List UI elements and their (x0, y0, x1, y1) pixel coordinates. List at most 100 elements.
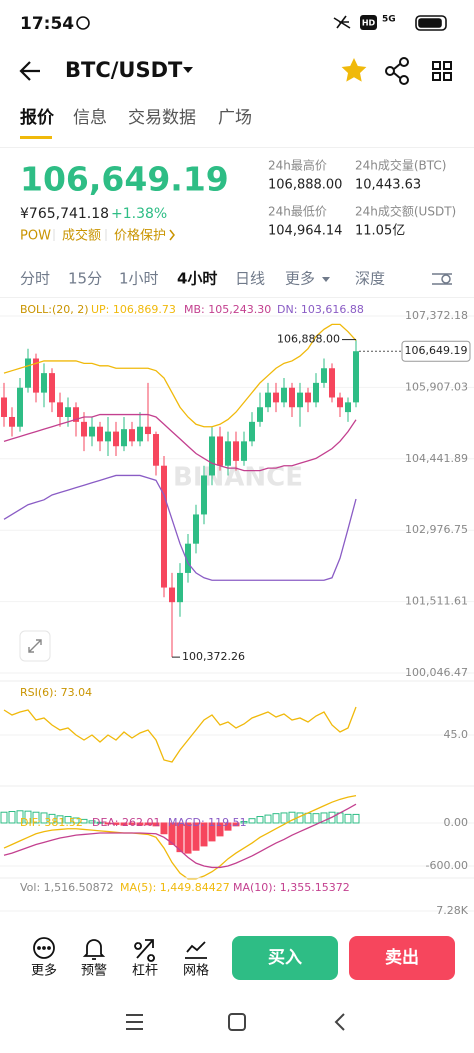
more-icon[interactable] (33, 937, 55, 959)
back-button[interactable] (19, 61, 40, 81)
page-tab[interactable]: 广场 (218, 108, 252, 128)
boll-legend: BOLL:(20, 2) (20, 303, 89, 316)
watermark: BINANCE (173, 463, 303, 493)
candle-body (9, 416, 15, 427)
candle-body (249, 421, 255, 442)
expand-button[interactable] (19, 630, 51, 662)
interval-tab[interactable]: 1小时 (119, 270, 159, 288)
macd-bar (0, 811, 8, 824)
sell-label[interactable]: 卖出 (385, 947, 419, 968)
page-tab[interactable]: 交易数据 (128, 108, 196, 128)
macd-bar (168, 822, 176, 845)
macd-bar (176, 822, 184, 853)
hd-label: HD (362, 19, 376, 28)
macd-bar (248, 818, 256, 824)
active-tab-indicator (20, 136, 52, 139)
y-tick-label: 7.28K (436, 904, 468, 917)
leverage-icon[interactable] (134, 939, 155, 962)
macd-bar (80, 818, 88, 824)
interval-tab[interactable]: 15分 (68, 270, 102, 288)
macd-bar (240, 821, 248, 824)
hd-badge (360, 15, 377, 30)
alert-icon[interactable] (82, 939, 106, 960)
sell-button[interactable] (349, 936, 455, 980)
candle-body (273, 392, 279, 403)
macd-bar (128, 822, 136, 825)
interval-tab[interactable]: 深度 (355, 270, 385, 288)
boll-line (3, 474, 357, 581)
y-tick-label: 102,976.75 (405, 523, 468, 536)
price-tag[interactable]: 价格保护 (114, 228, 166, 244)
macd-bar (192, 822, 200, 851)
buy-button[interactable] (232, 936, 338, 980)
pair-title[interactable]: BTC/USDT (65, 58, 183, 82)
buy-label[interactable]: 买入 (268, 948, 302, 968)
interval-tab[interactable]: 更多 (285, 270, 315, 288)
page-tab[interactable]: 报价 (20, 107, 55, 128)
candle-body (153, 434, 159, 466)
y-tick-label: 0.00 (444, 816, 469, 829)
candle-body (73, 407, 79, 422)
grid-icon[interactable] (185, 941, 207, 959)
candle-body (65, 407, 71, 417)
last-price-tag: 106,649.19 (405, 344, 468, 357)
page-tab[interactable]: 信息 (73, 108, 107, 128)
action-label[interactable]: 杠杆 (132, 963, 158, 979)
macd-bar (184, 822, 192, 854)
macd-bar (96, 821, 104, 824)
last-price-box (401, 340, 471, 362)
y-tick-label: 104,441.89 (405, 452, 468, 465)
stat-label: 24h最高价 (268, 158, 327, 173)
more-dropdown[interactable] (322, 277, 330, 282)
favorite-star[interactable] (341, 58, 367, 82)
macd-bar (40, 812, 48, 824)
candle-body (57, 402, 63, 417)
price-change: +1.38% (111, 206, 167, 222)
interval-tab[interactable]: 日线 (235, 270, 265, 288)
price-tag: POW (20, 229, 51, 244)
candle-body (225, 441, 231, 466)
action-label[interactable]: 网格 (183, 963, 209, 979)
share-button[interactable] (385, 57, 409, 85)
candle-body (105, 431, 111, 442)
tag-separators (53, 229, 107, 241)
action-label[interactable]: 更多 (31, 963, 57, 979)
rsi-legend: RSI(6): 73.04 (20, 686, 92, 699)
candle-body (265, 392, 271, 408)
layout-button[interactable] (432, 61, 452, 81)
macd-bar (160, 822, 168, 835)
network-label: 5G (382, 15, 396, 25)
macd-bar (264, 814, 272, 824)
interval-tab[interactable]: 分时 (20, 270, 50, 288)
macd-bar (312, 813, 320, 824)
macd-bar (112, 822, 120, 825)
candle-body (353, 351, 359, 403)
candle-body (129, 429, 135, 442)
app-icon (76, 16, 90, 30)
candle-body (241, 441, 247, 461)
nav-back[interactable] (334, 1013, 345, 1031)
price-tag[interactable]: 成交额 (62, 228, 101, 244)
macd-bar (64, 816, 72, 824)
nav-bar (126, 1013, 345, 1031)
macd-bar (152, 822, 160, 827)
candle-body (201, 475, 207, 515)
chart-settings[interactable] (432, 273, 452, 285)
candle-body (17, 387, 23, 427)
chevron (169, 229, 175, 241)
macd-bar (16, 810, 24, 824)
rsi-line (3, 706, 357, 763)
candle-body (257, 407, 263, 422)
macd-bar (120, 822, 128, 826)
macd-bar (224, 822, 232, 831)
candle-body (185, 543, 191, 573)
nav-home[interactable] (228, 1013, 246, 1031)
candle-body (89, 426, 95, 437)
interval-tab[interactable]: 4小时 (177, 270, 217, 288)
candle-body (321, 368, 327, 383)
pair-dropdown[interactable] (183, 67, 193, 73)
action-label[interactable]: 预警 (81, 963, 107, 979)
macd-bar (344, 813, 352, 824)
nav-menu[interactable] (126, 1014, 143, 1030)
